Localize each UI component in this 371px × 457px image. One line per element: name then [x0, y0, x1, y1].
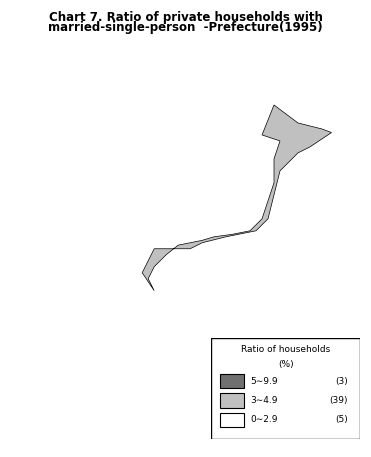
Text: 3∼4.9: 3∼4.9: [250, 396, 278, 405]
Text: (5): (5): [335, 415, 348, 424]
Text: (39): (39): [329, 396, 348, 405]
Text: (3): (3): [335, 377, 348, 386]
Text: Ratio of households: Ratio of households: [241, 345, 330, 354]
FancyBboxPatch shape: [211, 338, 360, 439]
Text: 0∼2.9: 0∼2.9: [250, 415, 278, 424]
Bar: [220, 393, 244, 408]
Bar: [220, 413, 244, 427]
Text: (%): (%): [278, 360, 293, 369]
Text: Chart 7. Ratio of private households with: Chart 7. Ratio of private households wit…: [49, 11, 322, 24]
Text: married-single-person  -Prefecture(1995): married-single-person -Prefecture(1995): [48, 21, 323, 33]
Text: 5∼9.9: 5∼9.9: [250, 377, 278, 386]
Bar: [220, 374, 244, 388]
Polygon shape: [142, 105, 332, 291]
